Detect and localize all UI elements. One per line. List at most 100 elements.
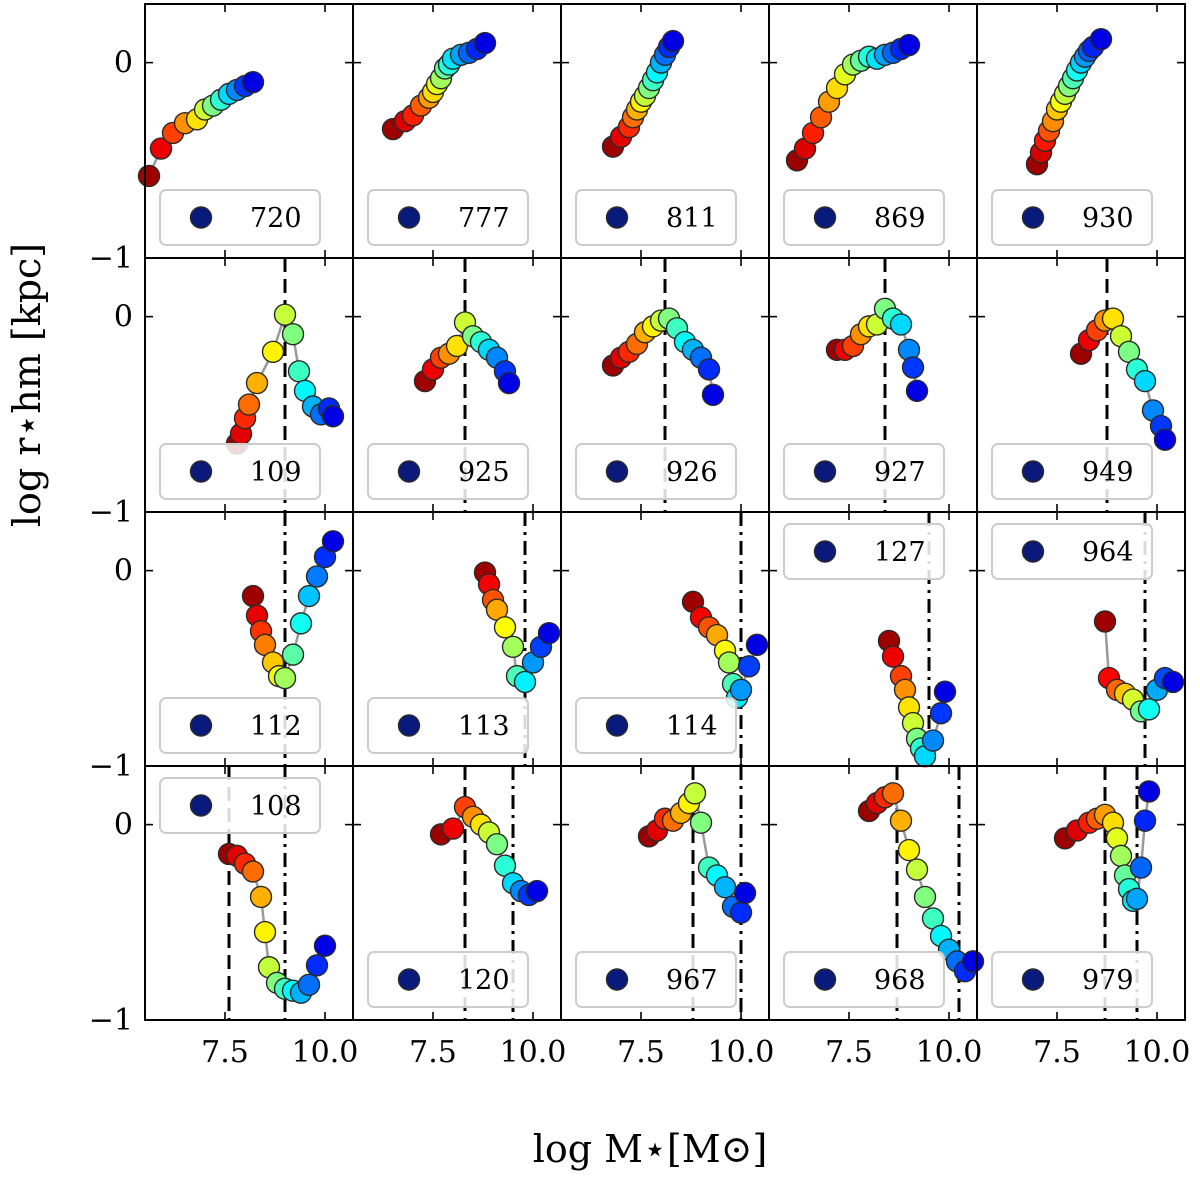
data-point bbox=[273, 666, 297, 690]
panel-114: 114 bbox=[560, 511, 770, 767]
data-point bbox=[689, 811, 713, 834]
legend-box bbox=[783, 951, 945, 1008]
panel-777: 777 bbox=[352, 3, 562, 259]
legend-label: 925 bbox=[458, 457, 510, 488]
data-point bbox=[321, 405, 345, 428]
data-point bbox=[683, 782, 707, 805]
data-point bbox=[661, 29, 685, 53]
legend-label: 926 bbox=[666, 457, 718, 488]
legend-marker bbox=[1021, 460, 1045, 483]
panel-968: 7.5 10.0 968 bbox=[768, 765, 985, 1070]
data-point bbox=[1109, 844, 1133, 868]
x-tick-label: 7.5 bbox=[617, 1035, 665, 1070]
legend-box bbox=[367, 697, 529, 754]
data-point bbox=[1133, 369, 1157, 393]
data-point bbox=[485, 832, 509, 856]
data-point bbox=[297, 973, 321, 997]
x-tick-label: 7.5 bbox=[825, 1035, 873, 1070]
legend-marker bbox=[1021, 206, 1045, 229]
legend-marker bbox=[813, 968, 837, 991]
data-point bbox=[913, 885, 937, 909]
legend-box bbox=[783, 443, 945, 500]
data-point bbox=[889, 313, 913, 336]
legend-box bbox=[367, 189, 529, 246]
data-point bbox=[513, 670, 537, 694]
legend-marker bbox=[605, 968, 629, 991]
legend-marker bbox=[605, 714, 629, 737]
legend-marker bbox=[397, 968, 421, 991]
panel-127: 127 bbox=[768, 511, 978, 768]
legend-box bbox=[367, 443, 529, 500]
legend-label: 869 bbox=[874, 203, 926, 234]
legend-box bbox=[991, 443, 1153, 500]
data-point bbox=[921, 729, 945, 752]
panel-979: 7.5 10.0 979 bbox=[976, 765, 1190, 1070]
legend-label: 927 bbox=[874, 457, 926, 488]
legend-label: 811 bbox=[666, 203, 718, 234]
data-point bbox=[1125, 887, 1149, 911]
legend-box bbox=[991, 951, 1153, 1008]
panel-927: 927 bbox=[768, 257, 978, 513]
panel-811: 811 bbox=[560, 3, 770, 259]
legend-box bbox=[159, 443, 321, 500]
legend-box bbox=[991, 189, 1153, 246]
panel-926: 926 bbox=[560, 257, 770, 513]
panels-grid: 0 −1 720 777 811 869 930 0 −1 109 925 926 927 949 0 −1 1… bbox=[89, 3, 1190, 1070]
data-point bbox=[1129, 856, 1153, 879]
data-point bbox=[493, 616, 517, 639]
panel-964: 964 bbox=[976, 511, 1186, 767]
legend-marker bbox=[813, 460, 837, 483]
data-point bbox=[1153, 428, 1177, 451]
x-tick-label: 10.0 bbox=[500, 1035, 567, 1070]
panel-930: 930 bbox=[976, 3, 1186, 259]
y-tick-label: 0 bbox=[114, 808, 133, 843]
data-point bbox=[253, 920, 277, 944]
legend-box bbox=[159, 777, 321, 834]
data-point bbox=[701, 383, 725, 406]
panel-869: 869 bbox=[768, 3, 978, 259]
legend-marker bbox=[1021, 968, 1045, 991]
data-point bbox=[281, 323, 305, 346]
data-point bbox=[737, 655, 761, 678]
data-point bbox=[445, 334, 469, 358]
y-axis-label: log r⋆hm [kpc] bbox=[5, 243, 49, 527]
data-point bbox=[241, 860, 265, 883]
data-point bbox=[1137, 780, 1161, 803]
legend-marker bbox=[813, 206, 837, 229]
legend-label: 979 bbox=[1082, 965, 1134, 996]
data-point bbox=[733, 881, 757, 905]
x-tick-label: 10.0 bbox=[916, 1035, 983, 1070]
legend-label: 127 bbox=[874, 537, 926, 568]
legend-label: 120 bbox=[458, 965, 510, 996]
panel-113: 113 bbox=[352, 511, 562, 767]
legend-label: 720 bbox=[250, 203, 302, 234]
legend-box bbox=[575, 443, 737, 500]
legend-label: 930 bbox=[1082, 203, 1134, 234]
data-point bbox=[497, 371, 521, 395]
legend-box bbox=[159, 697, 321, 754]
legend-marker bbox=[189, 206, 213, 229]
legend-marker bbox=[397, 206, 421, 229]
data-point bbox=[241, 584, 265, 608]
legend-label: 113 bbox=[458, 711, 510, 742]
legend-box bbox=[159, 189, 321, 246]
legend-marker bbox=[189, 460, 213, 483]
data-point bbox=[281, 643, 305, 666]
data-point bbox=[745, 633, 769, 657]
data-point bbox=[1133, 809, 1157, 832]
legend-box bbox=[991, 523, 1153, 580]
data-point bbox=[905, 858, 929, 881]
data-point bbox=[297, 584, 321, 608]
panel-949: 949 bbox=[976, 257, 1186, 513]
x-axis-label: log M⋆[M⊙] bbox=[533, 1127, 768, 1171]
legend-box bbox=[575, 951, 737, 1008]
x-tick-label: 10.0 bbox=[292, 1035, 359, 1070]
legend-label: 967 bbox=[666, 965, 718, 996]
data-point bbox=[897, 33, 921, 57]
legend-label: 949 bbox=[1082, 457, 1134, 488]
legend-label: 777 bbox=[458, 203, 510, 234]
panel-925: 925 bbox=[352, 257, 562, 513]
panel-967: 7.5 10.0 967 bbox=[560, 765, 774, 1070]
y-tick-label: −1 bbox=[89, 749, 133, 784]
